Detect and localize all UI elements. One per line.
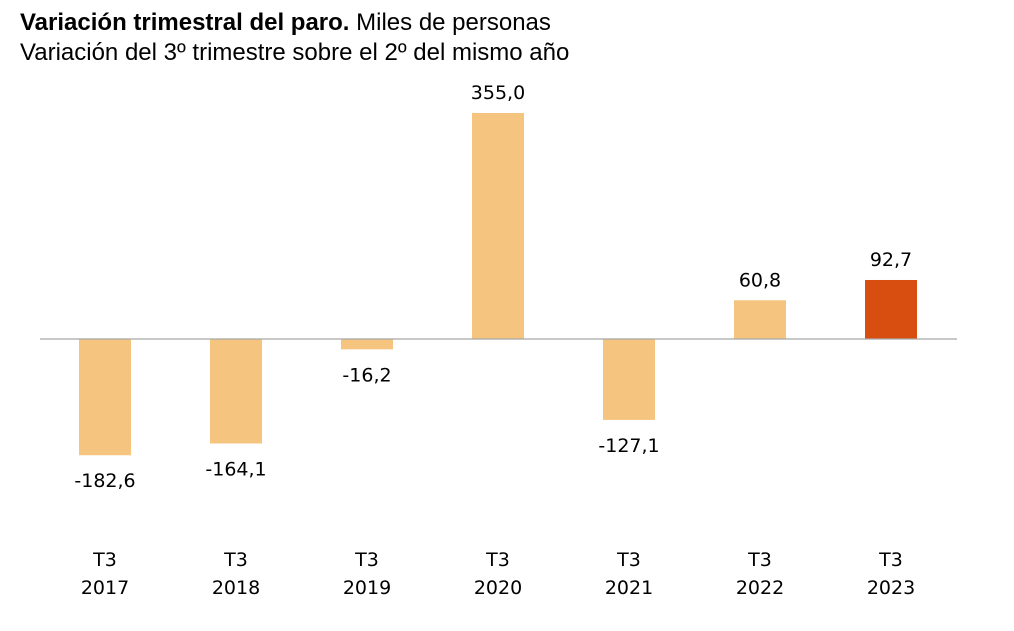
chart-title-units: Miles de personas <box>356 9 551 36</box>
category-label-2023-quarter: T3 <box>878 549 903 571</box>
bar-2023 <box>865 279 917 339</box>
category-label-2023-year: 2023 <box>867 577 915 599</box>
value-label-2017: -182,6 <box>74 470 135 492</box>
chart-subtitle: Variación del 3º trimestre sobre el 2º d… <box>20 39 570 66</box>
bar-2017 <box>79 339 131 456</box>
category-label-2019-quarter: T3 <box>354 549 379 571</box>
category-label-2019-year: 2019 <box>343 577 391 599</box>
category-label-2018-quarter: T3 <box>223 549 248 571</box>
category-label-2021-quarter: T3 <box>616 549 641 571</box>
chart-title: Variación trimestral del paro. Miles de … <box>20 8 569 38</box>
value-label-2021: -127,1 <box>598 435 659 457</box>
chart-title-bold: Variación trimestral del paro. <box>20 9 350 36</box>
category-label-2018-year: 2018 <box>212 577 260 599</box>
chart-title-block: Variación trimestral del paro. Miles de … <box>20 8 569 68</box>
category-label-2020-quarter: T3 <box>485 549 510 571</box>
category-label-2021-year: 2021 <box>605 577 653 599</box>
value-label-2020: 355,0 <box>471 82 525 104</box>
bar-2018 <box>210 339 262 444</box>
category-label-2022-year: 2022 <box>736 577 784 599</box>
category-label-2022-quarter: T3 <box>747 549 772 571</box>
value-label-2022: 60,8 <box>739 269 781 291</box>
category-label-2017-year: 2017 <box>81 577 129 599</box>
bar-2019 <box>341 339 393 350</box>
bar-2021 <box>603 339 655 420</box>
value-label-2023: 92,7 <box>870 249 912 271</box>
category-label-2017-quarter: T3 <box>92 549 117 571</box>
bar-2020 <box>472 113 524 339</box>
value-label-2019: -16,2 <box>342 364 391 386</box>
value-label-2018: -164,1 <box>205 458 266 480</box>
category-label-2020-year: 2020 <box>474 577 522 599</box>
bar-2022 <box>734 300 786 339</box>
